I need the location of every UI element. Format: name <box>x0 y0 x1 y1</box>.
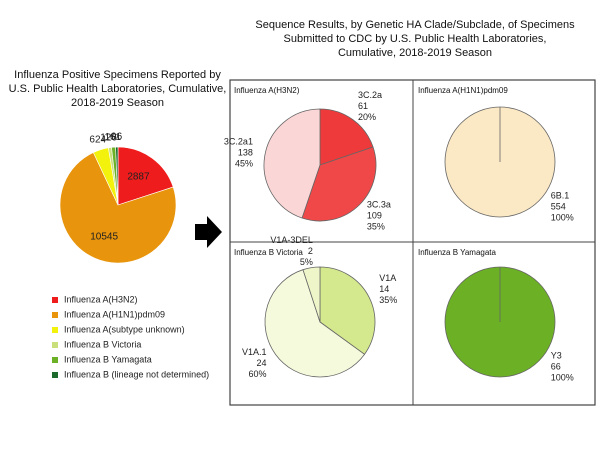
data-label: 96 <box>111 132 123 143</box>
legend-label: Influenza B (lineage not determined) <box>64 369 209 379</box>
data-label: 61 <box>358 101 368 111</box>
data-label: 126 <box>100 132 117 143</box>
data-label: 109 <box>367 210 382 220</box>
data-label: 14 <box>379 284 389 294</box>
legend-label: Influenza A(H1N1)pdm09 <box>64 309 165 319</box>
arrow <box>195 216 222 248</box>
pie-slice <box>319 266 376 355</box>
percent-label: 35% <box>379 295 397 305</box>
percent-label: 100% <box>551 213 574 223</box>
legend-swatch <box>52 342 58 348</box>
chart-title: Influenza B Yamagata <box>418 248 496 257</box>
percent-label: 35% <box>367 221 385 231</box>
legend-swatch <box>52 312 58 318</box>
pie-slice <box>117 146 174 206</box>
chart-title: Influenza Positive Specimens Reported by… <box>8 69 227 109</box>
percent-label: 20% <box>358 112 376 122</box>
legend-label: Influenza B Victoria <box>64 339 141 349</box>
slice-category: V1A.1 <box>242 347 267 357</box>
pie-slice <box>301 146 377 222</box>
legend-swatch <box>52 357 58 363</box>
slice-category: 3C.2a1 <box>224 137 253 147</box>
pie-slice <box>115 146 119 206</box>
data-label: 10545 <box>90 232 118 243</box>
chart-title: Influenza A(H1N1)pdm09 <box>418 86 508 95</box>
chart-title: Influenza B Victoria <box>234 248 303 257</box>
legend-swatch <box>52 297 58 303</box>
data-label: 138 <box>238 148 253 158</box>
slice-category: Y3 <box>551 351 562 361</box>
slice-category: V1A <box>379 273 396 283</box>
pie-slice <box>264 269 366 378</box>
data-label: 66 <box>551 362 561 372</box>
legend-swatch <box>52 327 58 333</box>
data-label: 161 <box>104 132 121 143</box>
pie-slice <box>263 108 321 219</box>
panel-title: Sequence Results, by Genetic HA Clade/Su… <box>255 19 575 59</box>
data-label: 24 <box>257 358 267 368</box>
percent-label: 100% <box>551 373 574 383</box>
legend-swatch <box>52 372 58 378</box>
pie-slice <box>59 152 177 264</box>
data-label: 2 <box>308 246 313 256</box>
data-label: 554 <box>551 202 566 212</box>
legend-label: Influenza A(H3N2) <box>64 294 138 304</box>
percent-label: 45% <box>235 159 253 169</box>
slice-category: 6B.1 <box>551 191 570 201</box>
percent-label: 60% <box>249 369 267 379</box>
pie-slice <box>302 266 321 323</box>
legend-label: Influenza B Yamagata <box>64 354 152 364</box>
pie-slice <box>319 108 374 166</box>
chart-title: Influenza A(H3N2) <box>234 86 300 95</box>
data-label: 2887 <box>127 171 150 182</box>
slice-category: 3C.3a <box>367 199 391 209</box>
data-label: 624 <box>89 135 106 146</box>
percent-label: 5% <box>300 257 313 267</box>
slice-category: 3C.2a <box>358 90 382 100</box>
slice-category: V1A-3DEL <box>270 235 313 245</box>
legend-label: Influenza A(subtype unknown) <box>64 324 185 334</box>
